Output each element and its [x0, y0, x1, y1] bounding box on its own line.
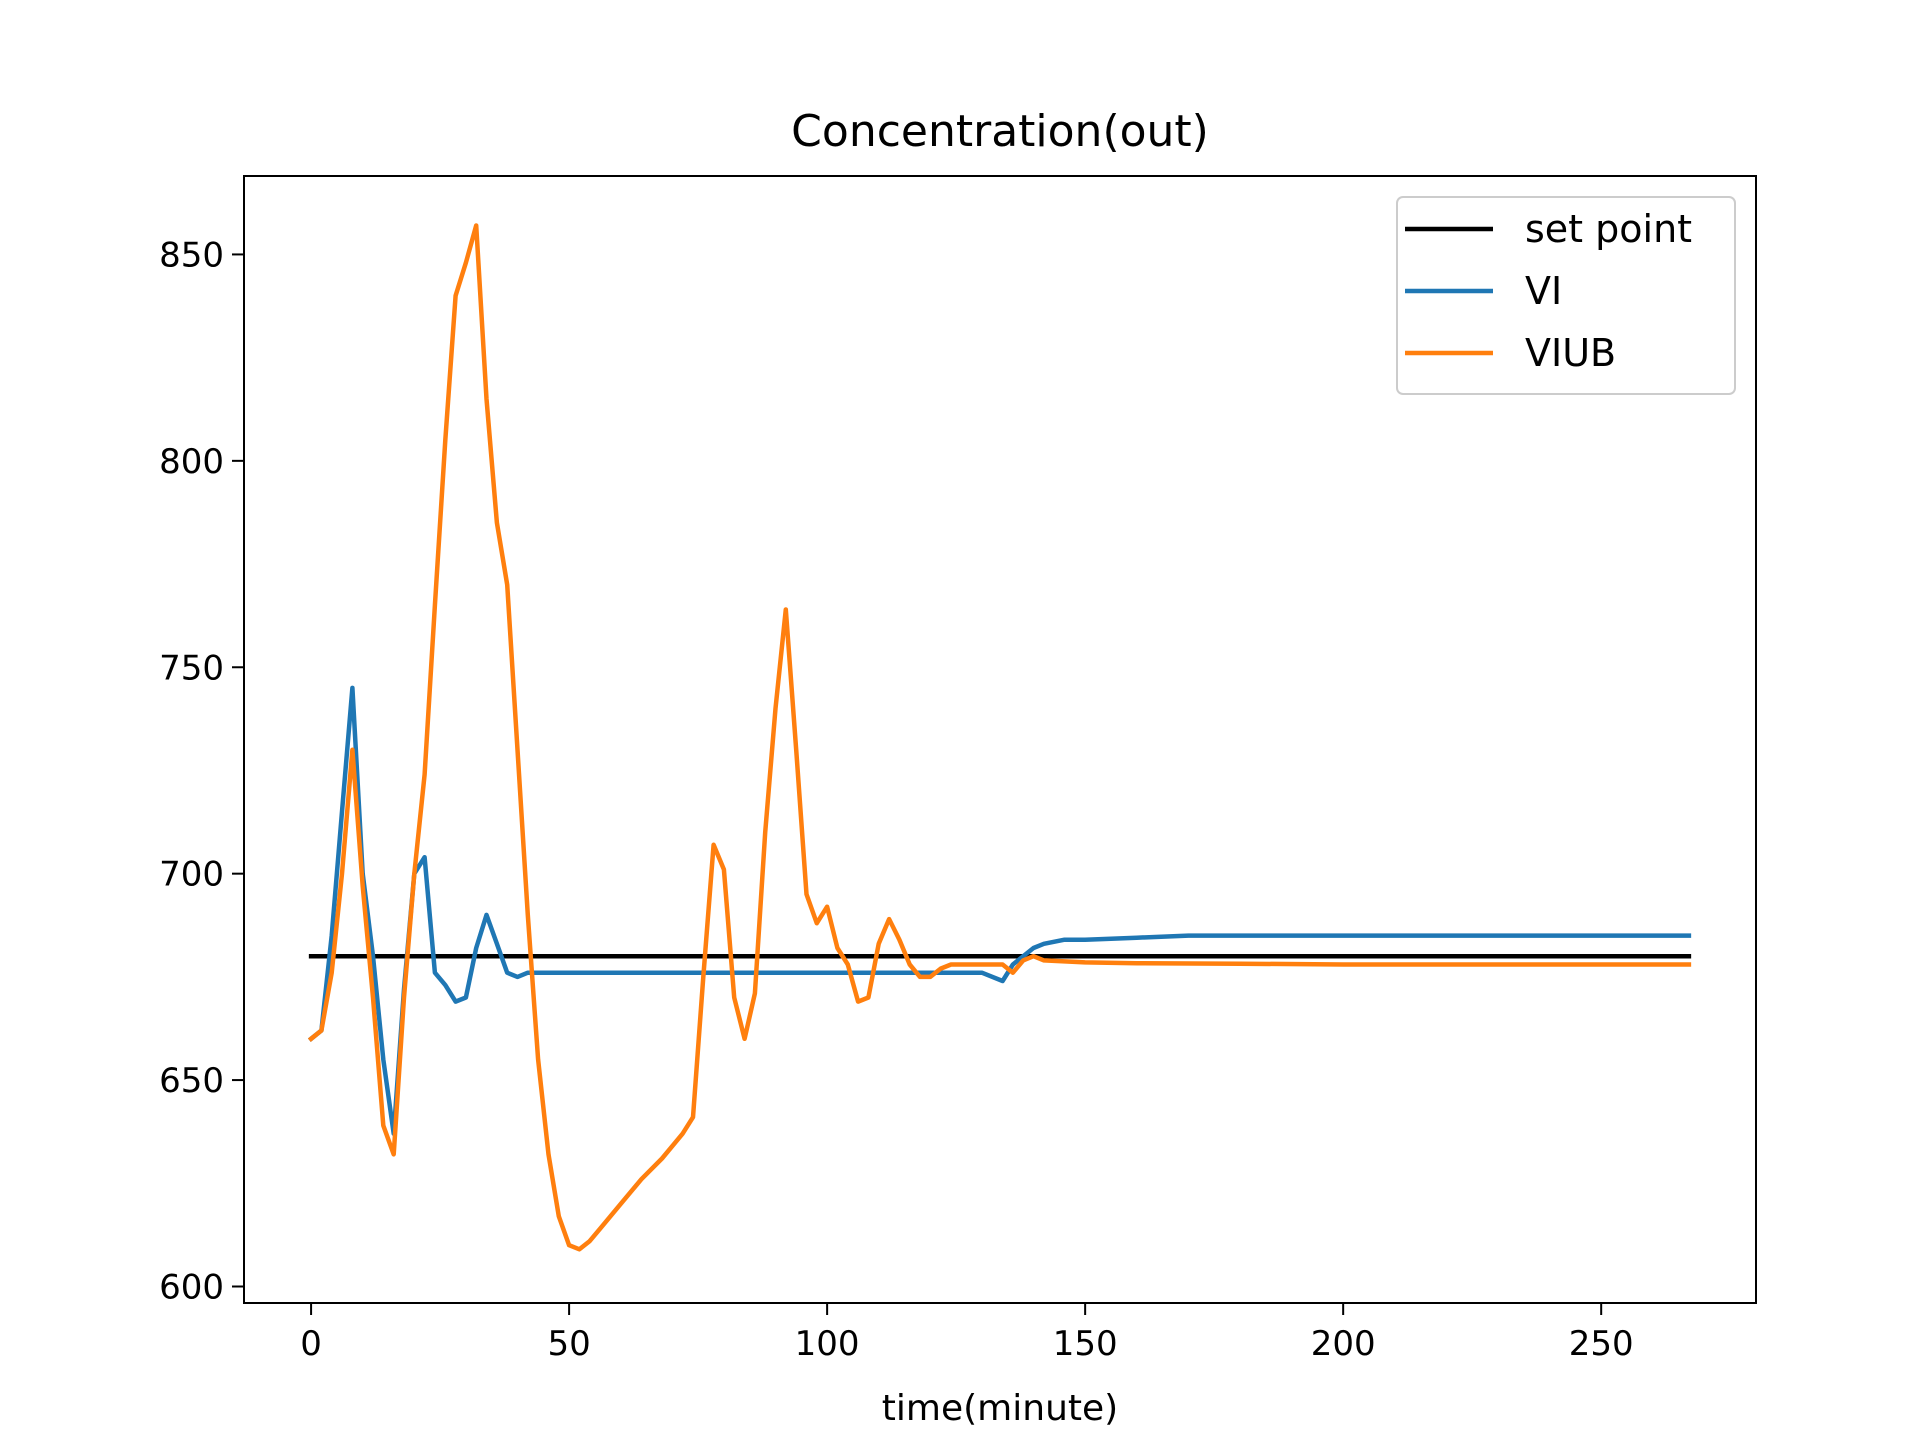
legend-label-2: VIUB	[1525, 331, 1616, 375]
chart-title: Concentration(out)	[791, 106, 1209, 157]
plot-area-frame	[243, 175, 1757, 1304]
x-tick-label-5: 250	[1569, 1324, 1634, 1364]
legend-label-1: VI	[1525, 269, 1562, 313]
series-line-2	[307, 223, 1692, 1252]
legend-label-0: set point	[1525, 207, 1692, 251]
x-tick-label-0: 0	[300, 1324, 322, 1364]
series-line-1	[307, 685, 1692, 1136]
x-tick-label-1: 50	[547, 1324, 590, 1364]
x-axis-label: time(minute)	[882, 1388, 1118, 1429]
x-tick-label-2: 100	[795, 1324, 860, 1364]
x-tick-label-4: 200	[1311, 1324, 1376, 1364]
x-tick-label-3: 150	[1053, 1324, 1118, 1364]
y-tick-label-1: 650	[159, 1061, 224, 1101]
y-tick-label-4: 800	[159, 442, 224, 482]
ticks-layer: 0 50 100 150 200 250 600 650 700 750 800 850	[159, 235, 1634, 1364]
y-tick-label-5: 850	[159, 235, 224, 275]
legend: set point VI VIUB	[1396, 196, 1736, 395]
legend-box	[1396, 196, 1736, 395]
series-layer	[307, 223, 1692, 1252]
y-tick-label-3: 750	[159, 648, 224, 688]
y-tick-label-2: 700	[159, 855, 224, 895]
y-tick-label-0: 600	[159, 1267, 224, 1307]
